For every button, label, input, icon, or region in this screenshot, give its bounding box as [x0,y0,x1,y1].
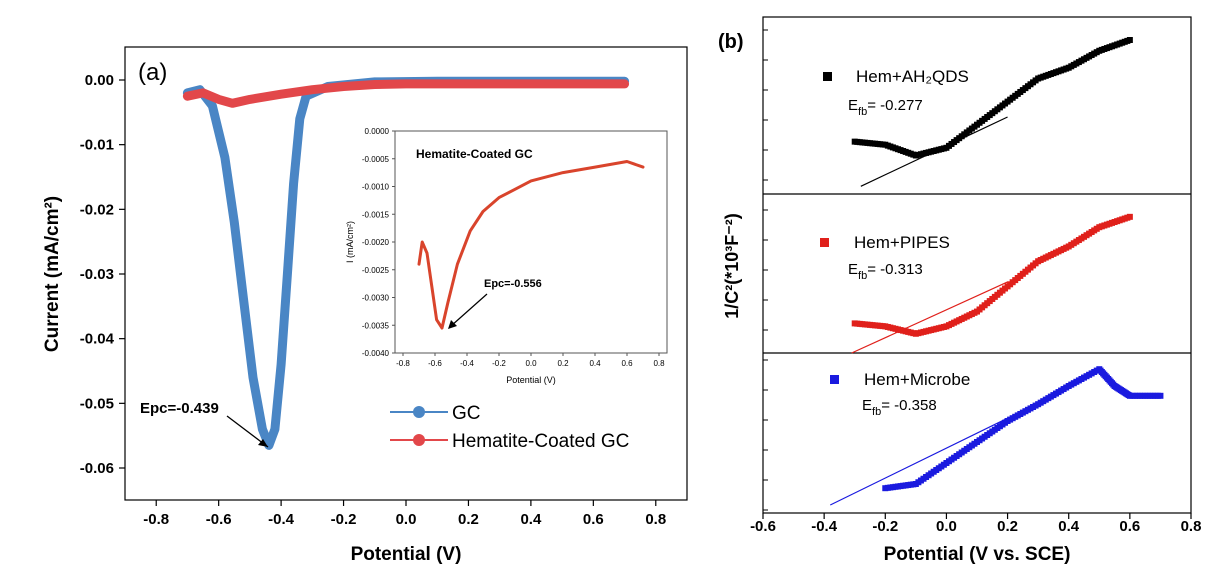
a-x-tick-label: 0.0 [396,511,417,528]
panel-a-label: (a) [138,59,167,86]
legend-hem-marker [413,434,425,446]
efb-microbe: Efb= -0.358 [862,397,937,418]
a-x-tick-label: -0.6 [206,511,232,528]
legend-pipes-label: Hem+PIPES [854,233,950,252]
a-y-tick-label: -0.04 [80,331,115,348]
inset-annotation-arrowhead [448,320,457,329]
legend-ah2qds-marker [823,72,832,81]
inset-ylabel: I (mA/cm²) [345,221,355,263]
a-y-tick-label: -0.03 [80,266,114,283]
inset-xlabel: Potential (V) [506,375,556,385]
panel-b-xlabel: Potential (V vs. SCE) [884,544,1071,565]
a-x-tick-label: 0.6 [583,511,604,528]
inset-y-tick-label: -0.0030 [362,294,390,303]
b-point-2 [1157,392,1164,399]
b-point-1 [1126,213,1133,220]
legend-ah2qds-label: Hem+AH₂QDS [856,67,969,86]
inset-annotation: Epc=-0.556 [484,278,542,290]
b-x-tick-label: 0.2 [997,518,1018,535]
inset-x-tick-label: -0.6 [428,359,442,368]
legend-microbe-marker [830,375,839,384]
panel-a-ylabel: Current (mA/cm²) [42,196,63,352]
b-x-tick-label: -0.4 [811,518,838,535]
legend-pipes-marker [820,238,829,247]
inset-series-line [417,160,645,330]
legend-hem-label: Hematite-Coated GC [452,431,629,452]
panel-a-legend: GC Hematite-Coated GC [390,403,629,452]
inset-y-tick-label: -0.0010 [362,183,390,192]
b-point-0 [1126,37,1133,43]
legend-gc-marker [413,406,425,418]
panel-b-ylabel: 1/C²(*10³F⁻²) [722,213,742,319]
inset-annotation-arrow [450,293,488,327]
b-x-tick-label: 0.0 [936,518,957,535]
inset: Hematite-Coated GC -0.8 -0.6 -0.4 -0.2 0.0 0.… [345,127,668,385]
panel-a-xlabel: Potential (V) [351,544,462,565]
b-fit-line-1 [851,281,1008,354]
panel-b-label: (b) [718,31,744,53]
a-x-tick-label: -0.4 [268,511,295,528]
panel-b: (b) -0.6 -0.4 -0.2 0.0 0.2 0.4 0.6 0.8 Hem+AH₂Q… [718,16,1202,565]
inset-x-tick-label: 0.8 [653,359,665,368]
inset-x-tick-label: 0.4 [589,359,601,368]
a-y-tick-label: -0.06 [80,460,114,477]
a-x-tick-label: -0.8 [143,511,169,528]
inset-y-tick-label: -0.0025 [362,266,390,275]
inset-x-tick-label: -0.4 [460,359,474,368]
a-y-tick-label: -0.01 [80,137,114,154]
panel-a: (a) -0.8 -0.6 -0.4 -0.2 0.0 0.2 0.4 0.6 0.8 0.00… [42,46,688,565]
b-x-tick-label: 0.6 [1119,518,1140,535]
inset-x-tick-label: -0.8 [396,359,410,368]
b-fit-line-2 [829,417,1008,506]
panel-b-frame [762,16,1192,514]
inset-y-tick-label: -0.0020 [362,238,390,247]
inset-y-tick-label: -0.0035 [362,321,390,330]
efb-pipes: Efb= -0.313 [848,261,923,282]
inset-frame [394,130,668,354]
inset-x-tick-label: 0.0 [525,359,537,368]
a-y-tick-label: -0.02 [80,201,114,218]
inset-y-tick-label: 0.0000 [365,127,390,136]
a-y-tick-label: 0.00 [85,72,114,89]
a-y-tick-label: -0.05 [80,395,114,412]
a-x-tick-label: 0.8 [645,511,666,528]
legend-microbe-label: Hem+Microbe [864,370,970,389]
inset-y-tick-label: -0.0015 [362,210,390,219]
panel-a-annotation: Epc=-0.439 [140,400,219,417]
legend-gc-label: GC [452,403,481,424]
b-x-tick-label: -0.2 [872,518,898,535]
panel-a-annotation-arrowhead [258,439,268,447]
b-x-tick-label: 0.8 [1181,518,1202,535]
hematite-series-line [182,79,630,108]
inset-x-tick-label: -0.2 [492,359,506,368]
inset-y-tick-label: -0.0040 [362,349,390,358]
a-x-tick-label: -0.2 [331,511,357,528]
a-x-tick-label: 0.2 [458,511,479,528]
inset-title: Hematite-Coated GC [416,147,533,161]
inset-y-tick-label: -0.0005 [362,155,390,164]
a-x-tick-label: 0.4 [520,511,542,528]
inset-x-tick-label: 0.6 [621,359,633,368]
b-x-tick-label: -0.6 [750,518,776,535]
inset-x-tick-label: 0.2 [557,359,569,368]
b-x-tick-label: 0.4 [1058,518,1080,535]
efb-ah2qds: Efb= -0.277 [848,97,923,118]
